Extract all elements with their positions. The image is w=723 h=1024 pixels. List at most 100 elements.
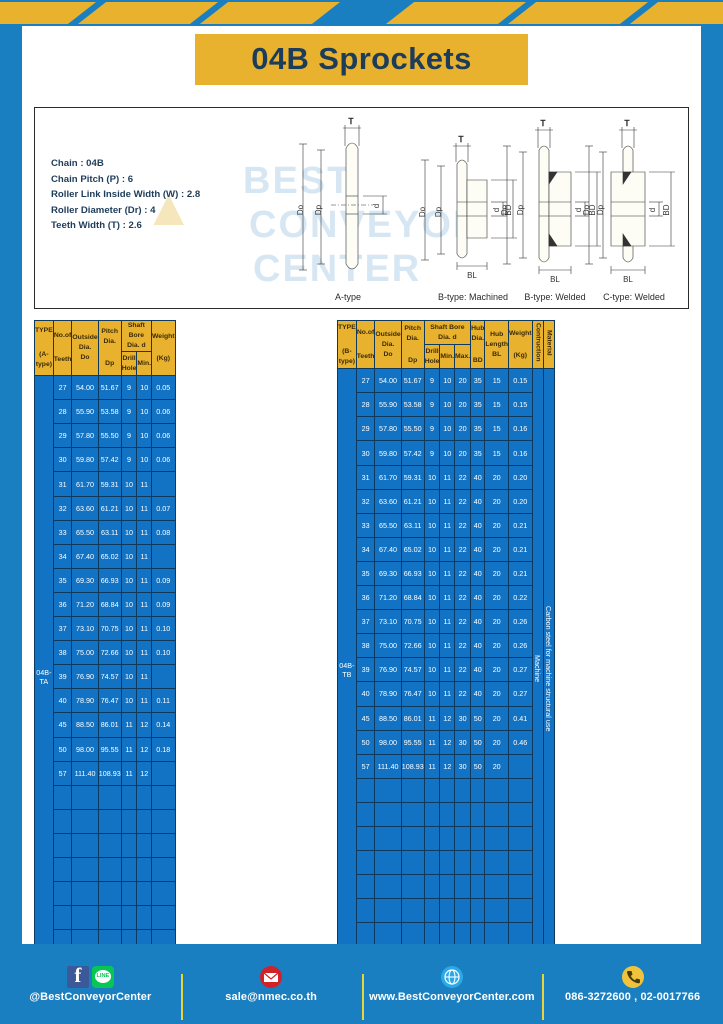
table-row-blank [35, 832, 176, 858]
cell-weight: 0.16 [508, 416, 533, 442]
table-row: 31 61.70 59.31 10 11 22 40 20 0.20 [338, 464, 555, 490]
cell-pd: 66.93 [97, 567, 122, 593]
facebook-icon[interactable] [66, 963, 89, 988]
cell-blank [400, 850, 425, 876]
cell-bl: 15 [484, 368, 510, 394]
cell-pd: 57.42 [400, 440, 425, 466]
globe-icon[interactable] [440, 965, 463, 988]
cell-od: 65.50 [374, 512, 402, 538]
cell-teeth: 50 [52, 736, 73, 762]
table-a-body: 04B-TA 27 54.00 51.67 9 10 0.05 28 55.90 53.58 9 10… [34, 375, 176, 979]
cell-weight: 0.10 [151, 640, 176, 666]
cell-max: 22 [454, 585, 472, 611]
cell-min: 12 [439, 753, 456, 779]
cell-teeth: 31 [52, 471, 73, 497]
cell-teeth: 37 [52, 616, 73, 642]
cell-blank [423, 777, 441, 803]
cell-drill: 10 [423, 657, 441, 683]
cell-blank [423, 825, 441, 852]
cell-drill: 10 [423, 560, 441, 587]
chevron-shape [629, 2, 723, 24]
cell-od: 98.00 [71, 736, 99, 762]
cell-bd: 50 [470, 729, 486, 755]
cell-max: 30 [454, 705, 472, 731]
table-row: 36 71.20 68.84 10 11 22 40 20 0.22 [338, 585, 555, 611]
cell-bl: 20 [484, 536, 510, 562]
cell-min: 10 [136, 375, 153, 401]
b-machined-drawing: T Do [418, 135, 517, 280]
cell-blank [97, 784, 122, 810]
table-row: 45 88.50 86.01 11 12 0.14 [35, 712, 176, 738]
cell-max: 20 [454, 440, 472, 466]
cell-drill: 10 [120, 519, 138, 545]
cell-min: 10 [136, 423, 153, 449]
cell-drill: 10 [423, 512, 441, 538]
cell-bl: 15 [484, 416, 510, 442]
svg-text:T: T [541, 119, 546, 128]
cell-bl: 20 [484, 488, 510, 514]
cell-drill: 11 [120, 760, 138, 786]
phone-icon[interactable] [621, 965, 644, 988]
table-row-blank [338, 874, 555, 900]
footer-social[interactable]: @BestConveyorCenter [0, 963, 181, 1003]
cell-pd: 86.01 [400, 705, 425, 731]
cell-teeth: 27 [52, 375, 73, 401]
cell-od: 78.90 [374, 681, 402, 707]
cell-blank [52, 832, 73, 858]
cell-blank [439, 898, 456, 924]
cell-weight [151, 760, 176, 786]
header-outside-dia: Outside Dia. Do [374, 319, 402, 370]
footer-social-text: @BestConveyorCenter [29, 990, 152, 1003]
cell-pd: 70.75 [97, 616, 122, 642]
cell-blank [439, 825, 456, 852]
cell-od: 55.90 [71, 399, 99, 425]
top-chevron-band [0, 0, 723, 30]
svg-text:T: T [625, 119, 630, 128]
cell-blank [470, 850, 486, 876]
line-icon[interactable] [91, 965, 114, 988]
svg-text:BL: BL [467, 271, 477, 280]
globe-icon-wrap [440, 965, 463, 988]
cell-blank [355, 825, 376, 852]
cell-blank [374, 801, 402, 827]
cell-od: 73.10 [71, 616, 99, 642]
email-icon[interactable] [260, 965, 283, 988]
svg-text:Do: Do [418, 206, 427, 217]
cell-weight: 0.10 [151, 616, 176, 642]
table-row: 32 63.60 61.21 10 11 22 40 20 0.20 [338, 488, 555, 514]
cell-od: 67.40 [374, 536, 402, 562]
footer-website-text: www.BestConveyorCenter.com [369, 990, 535, 1003]
construction-value-cell: Machine [531, 368, 544, 972]
cell-weight: 0.06 [151, 423, 176, 449]
phone-glyph [626, 970, 640, 983]
table-row-blank [338, 801, 555, 827]
cell-teeth: 27 [355, 368, 376, 394]
cell-od: 71.20 [71, 591, 99, 618]
cell-drill: 11 [120, 712, 138, 738]
spec-line: Chain : 04B [51, 158, 104, 169]
cell-blank [97, 856, 122, 883]
cell-blank [374, 850, 402, 876]
svg-text:Do: Do [582, 204, 591, 215]
cell-pd: 108.93 [400, 753, 425, 779]
table-row: 37 73.10 70.75 10 11 22 40 20 0.26 [338, 609, 555, 635]
footer-email[interactable]: sale@nmec.co.th [180, 965, 362, 1020]
cell-teeth: 45 [52, 712, 73, 738]
footer-phone[interactable]: 086-3272600 , 02-0017766 [542, 965, 723, 1020]
footer-website[interactable]: www.BestConveyorCenter.com [361, 965, 543, 1020]
cell-blank [136, 832, 153, 858]
cell-bl: 20 [484, 512, 510, 538]
cell-weight: 0.07 [151, 495, 176, 521]
table-row: 29 57.80 55.50 9 10 0.06 [35, 423, 176, 449]
cell-blank [355, 874, 376, 900]
cell-weight: 0.15 [508, 368, 533, 394]
cell-pd: 95.55 [97, 736, 122, 762]
cell-blank [439, 874, 456, 900]
table-row: 45 88.50 86.01 11 12 30 50 20 0.41 [338, 705, 555, 731]
cell-bd: 40 [470, 512, 486, 538]
page-body: 04B Sprockets ▲ BEST CONVEYOR CENTER Cha… [22, 26, 701, 979]
chevron-shape [199, 2, 341, 24]
chevron-shape [385, 2, 527, 24]
cell-pd: 72.66 [97, 640, 122, 666]
cell-blank [423, 898, 441, 924]
